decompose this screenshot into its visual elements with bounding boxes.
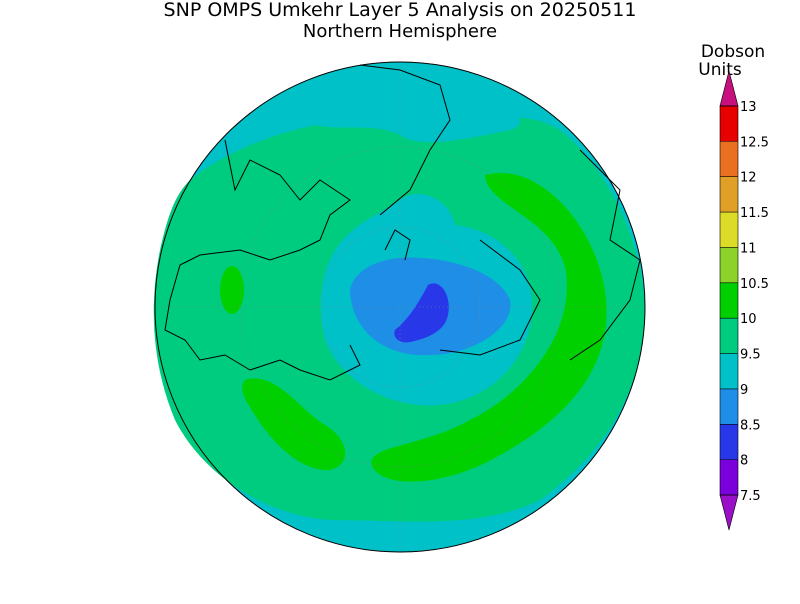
colorbar-tick-label: 7.5 <box>740 489 761 504</box>
colorbar-tick-label: 9.5 <box>740 348 761 363</box>
colorbar-segment <box>720 212 738 248</box>
colorbar-segment <box>720 176 738 213</box>
map-region <box>220 266 244 314</box>
colorbar-segment <box>720 318 738 354</box>
map-region <box>300 96 520 143</box>
latitude-circle <box>319 226 481 388</box>
colorbar-segment <box>720 282 738 319</box>
colorbar-segment <box>720 459 738 495</box>
colorbar-segment <box>720 353 738 389</box>
colorbar-segment <box>720 424 738 460</box>
colorbar-label: Units <box>698 60 742 80</box>
colorbar-tick-label: 13 <box>740 100 757 115</box>
colorbar-tick-label: 11 <box>740 241 757 256</box>
map-region <box>242 378 346 471</box>
map-region <box>371 172 607 482</box>
colorbar-tick-label: 8 <box>740 454 748 469</box>
colorbar-tick-label: 8.5 <box>740 418 761 433</box>
colorbar-segment <box>720 247 738 283</box>
coastline <box>164 64 641 381</box>
colorbar-segment <box>720 141 738 177</box>
colorbar-segment <box>720 388 738 425</box>
colorbar-tick-label: 9 <box>740 383 748 398</box>
colorbar-tick-label: 10.5 <box>740 277 769 292</box>
colorbar-tick-label: 10 <box>740 312 757 327</box>
colorbar-label: Dobson <box>701 42 765 62</box>
polar-map <box>153 61 646 553</box>
map-region <box>394 283 449 343</box>
colorbar-tick-label: 12.5 <box>740 135 769 150</box>
title: SNP OMPS Umkehr Layer 5 Analysis on 2025… <box>164 0 637 21</box>
colorbar-tick-label: 11.5 <box>740 206 769 221</box>
colorbar-tick-label: 12 <box>740 171 757 186</box>
map-border <box>154 61 646 553</box>
colorbar-under-arrow <box>719 494 739 531</box>
colorbar: Dobson Units 7.5 8 8.5 9 9.5 10 10.5 11 11.5 12 12… <box>698 42 769 531</box>
subtitle: Northern Hemisphere <box>303 21 497 42</box>
colorbar-segment <box>720 106 738 142</box>
